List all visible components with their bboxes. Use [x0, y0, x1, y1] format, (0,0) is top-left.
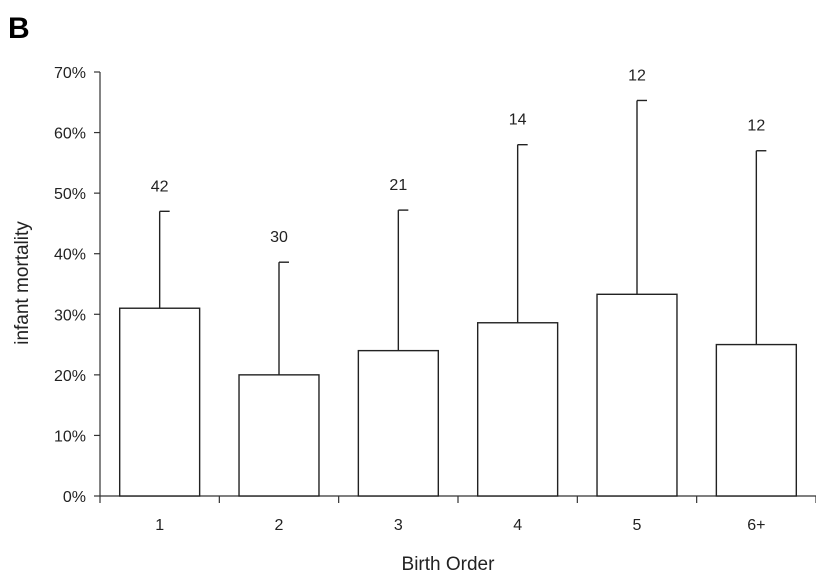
- x-tick-label: 6+: [747, 517, 765, 534]
- sample-size-labels: 42 30 21 14 12 12: [151, 67, 766, 246]
- bar: [715, 343, 798, 497]
- y-tick-label: 30%: [54, 307, 86, 324]
- n-label: 42: [151, 178, 169, 195]
- y-axis-title: infant mortality: [12, 221, 33, 345]
- y-tick-label: 20%: [54, 368, 86, 385]
- n-label: 14: [509, 112, 527, 129]
- error-bars: [158, 99, 767, 375]
- bar: [357, 349, 440, 497]
- bars: [118, 293, 798, 497]
- x-tick-label: 3: [394, 517, 403, 534]
- y-tick-label: 50%: [54, 186, 86, 203]
- x-tick-label: 2: [275, 517, 284, 534]
- x-axis: 1 2 3 4 5 6+: [99, 495, 816, 534]
- n-label: 21: [389, 177, 407, 194]
- x-tick-label: 5: [633, 517, 642, 534]
- y-tick-label: 10%: [54, 428, 86, 445]
- y-tick-label: 0%: [63, 489, 86, 506]
- y-tick-label: 40%: [54, 247, 86, 264]
- bar: [118, 307, 201, 497]
- bar: [238, 374, 320, 497]
- y-axis: 0% 10% 20% 30% 40% 50% 60% 70%: [54, 65, 101, 506]
- n-label: 12: [628, 67, 646, 84]
- x-tick-label: 1: [155, 517, 164, 534]
- y-tick-label: 60%: [54, 126, 86, 143]
- x-tick-label: 4: [513, 517, 522, 534]
- panel-label: B: [8, 12, 30, 45]
- n-label: 30: [270, 229, 288, 246]
- y-tick-label: 70%: [54, 65, 86, 82]
- bar: [596, 293, 678, 497]
- bar: [476, 322, 559, 497]
- n-label: 12: [747, 118, 765, 135]
- x-axis-title: Birth Order: [402, 554, 496, 575]
